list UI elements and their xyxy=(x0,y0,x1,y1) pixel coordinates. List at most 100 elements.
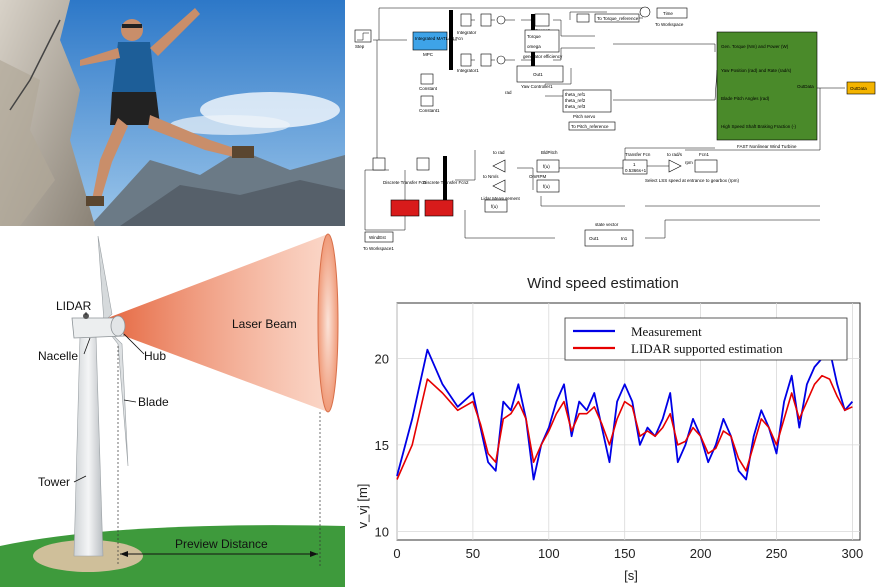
sum-block[interactable] xyxy=(496,15,506,25)
x-axis-label: [s] xyxy=(624,568,638,583)
step-label: Step xyxy=(355,44,365,49)
constant1-label: Constant1 xyxy=(419,108,440,113)
omrpm-fcn-block[interactable] xyxy=(536,179,560,193)
fcn3-fu: f(u) xyxy=(491,204,498,209)
tf-label: Transfer Fcn xyxy=(625,152,651,157)
tick-labels: 0 50 100 150 200 250 300 10 15 20 xyxy=(375,351,864,561)
lidar-turbine-illustration: LIDAR Nacelle Hub Blade Tower Laser Beam… xyxy=(0,226,345,587)
fcn-block-3[interactable] xyxy=(484,199,508,213)
turbine-diagram: LIDAR Nacelle Hub Blade Tower Laser Beam… xyxy=(0,226,345,587)
torque-ref-block[interactable] xyxy=(594,13,640,23)
transfer-fcn-block[interactable] xyxy=(622,159,648,175)
fast-in4: High Speed Shaft Braking Fraction (-) xyxy=(721,124,797,129)
torque-subsystem[interactable] xyxy=(524,29,560,53)
constant1-block[interactable] xyxy=(420,95,434,107)
x-tick-label-1: 50 xyxy=(466,546,480,561)
constant-label: Constant xyxy=(419,86,438,91)
label-lidar: LIDAR xyxy=(56,299,92,313)
constant-block[interactable] xyxy=(420,73,434,85)
state-vector-label: state vector xyxy=(595,222,619,227)
lidar-sensor xyxy=(83,313,89,319)
demux-bar xyxy=(449,10,453,70)
x-tick-label-6: 300 xyxy=(842,546,864,561)
chart-legend: Measurement LIDAR supported estimation xyxy=(564,317,848,361)
mpc-block[interactable] xyxy=(412,31,448,51)
simulink-diagram: Step Integrated MATLAB Fcn MPC Integrato… xyxy=(354,6,876,251)
to-rad-label: to rad xyxy=(493,150,505,155)
wind-speed-chart: Wind speed estimation 0 50 100 150 200 250 300… xyxy=(345,262,882,587)
outdata-workspace-block[interactable] xyxy=(846,81,876,95)
pitch-servo-label: Pitch servo xyxy=(573,114,596,119)
y-tick-label-1: 15 xyxy=(375,438,389,453)
pitch-servo-block[interactable] xyxy=(562,89,612,113)
to-nms-label: to Nm/s xyxy=(483,174,499,179)
x-tick-label-5: 250 xyxy=(766,546,788,561)
pitch-ref-label: To Pitch_reference xyxy=(571,124,609,129)
label-nacelle: Nacelle xyxy=(38,349,78,363)
sum1-block[interactable] xyxy=(496,55,506,65)
state-vector-out: Out1 xyxy=(589,236,599,241)
integrator-label: Integrator xyxy=(457,30,477,35)
gain-block[interactable] xyxy=(576,13,590,23)
mpc-block-text: Integrated MATLAB Fcn xyxy=(415,36,463,41)
omega-label: omega xyxy=(527,44,541,49)
label-blade: Blade xyxy=(138,395,169,409)
climber-photo xyxy=(0,0,345,226)
yaw-out1: Out1 xyxy=(533,72,543,77)
fast-in3: Blade Pitch Angles (rad) xyxy=(721,96,770,101)
integrator1-block[interactable] xyxy=(460,53,472,67)
discrete-tf-block[interactable] xyxy=(390,199,420,217)
lidar-meas-label: Lidar Measurement xyxy=(481,196,521,201)
label-hub: Hub xyxy=(144,349,166,363)
pitch-ref-block[interactable] xyxy=(568,121,616,131)
zoh1-block[interactable] xyxy=(372,157,386,171)
laser-beam xyxy=(92,234,328,412)
series-line-0 xyxy=(396,348,854,481)
discrete-tf2-block[interactable] xyxy=(424,199,454,217)
outdata-workspace-label: OutData xyxy=(850,86,867,91)
y-axis-label: v_vj [m] xyxy=(355,484,370,529)
integrator1-label: Integrator1 xyxy=(457,68,479,73)
legend-label-measurement: Measurement xyxy=(631,324,702,339)
omrpm-fu: f(u) xyxy=(543,184,550,189)
theta2-label: theta_ref2 xyxy=(565,98,586,103)
scope-block[interactable] xyxy=(534,13,550,27)
gen-eff-label: generator efficiency xyxy=(523,54,563,59)
bldpitch-fcn-block[interactable] xyxy=(536,159,560,173)
zoh-block[interactable] xyxy=(416,157,430,171)
fcn1-block[interactable] xyxy=(694,159,718,173)
fast-label: FAST Nonlinear Wind Turbine xyxy=(737,144,797,149)
theta3-label: theta_ref3 xyxy=(565,104,586,109)
clock-block[interactable] xyxy=(639,6,651,18)
torque-label: Torque xyxy=(527,34,541,39)
hub xyxy=(110,315,126,337)
tf-num: 1 xyxy=(633,162,636,167)
time-block[interactable] xyxy=(656,7,688,19)
saturation-block[interactable] xyxy=(480,13,492,27)
label-tower: Tower xyxy=(38,475,70,489)
to-radps-gain[interactable] xyxy=(668,159,682,173)
y-tick-label-2: 20 xyxy=(375,351,389,366)
fast-nonlinear-turbine-block[interactable] xyxy=(716,31,818,141)
integrator-block[interactable] xyxy=(460,13,472,27)
saturation1-block[interactable] xyxy=(480,53,492,67)
to-rad-gain[interactable] xyxy=(492,159,506,173)
x-tick-label-4: 200 xyxy=(690,546,712,561)
rad-label: rad xyxy=(505,90,512,95)
rpm-label: rpm xyxy=(685,160,693,165)
fast-outdata: OutData xyxy=(797,84,814,89)
wind-speed-chart-svg: Wind speed estimation 0 50 100 150 200 250 300… xyxy=(355,275,864,583)
fcn1-label: Fcn1 xyxy=(699,152,710,157)
theta1-label: theta_ref1 xyxy=(565,92,586,97)
x-tick-label-3: 150 xyxy=(614,546,636,561)
to-nms-gain[interactable] xyxy=(492,179,506,193)
x-tick-label-2: 100 xyxy=(538,546,560,561)
series-layer xyxy=(396,348,854,481)
to-workspace-label: To Workspace xyxy=(655,22,684,27)
fast-in1: Gen. Torque (Nm) and Power (W) xyxy=(721,44,789,49)
bldpitch-label: BldPitch xyxy=(541,150,558,155)
state-vector-block[interactable] xyxy=(584,229,634,247)
fast-in2: Yaw Position (rad) and Rate (rad/s) xyxy=(721,68,792,73)
yaw-controller-block[interactable] xyxy=(516,65,564,83)
windest-block[interactable] xyxy=(364,231,394,243)
